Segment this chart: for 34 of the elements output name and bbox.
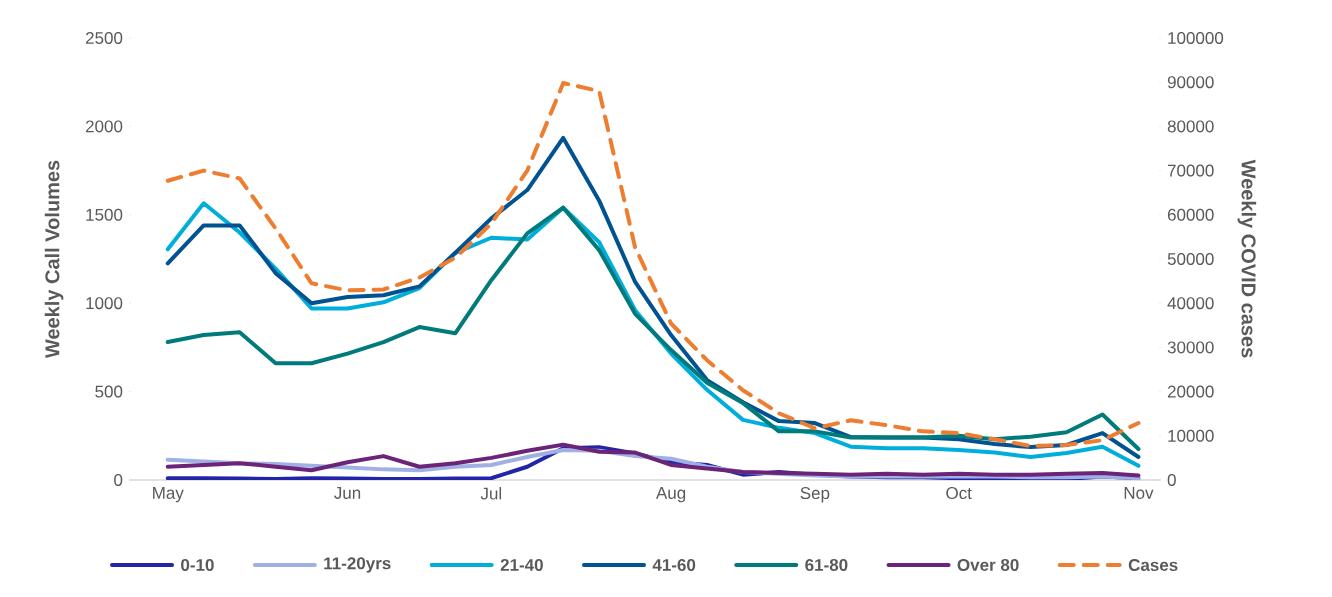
y-tick-label: 0 xyxy=(114,473,123,486)
x-tick-label: Jun xyxy=(334,487,361,499)
x-tick-label: Oct xyxy=(946,487,972,500)
line-series xyxy=(165,81,1141,448)
legend-label: 0-10 xyxy=(181,558,214,571)
y2-tick-label: 70000 xyxy=(1167,164,1214,177)
y2-tick-label: 40000 xyxy=(1167,297,1214,310)
legend-label: 11-20yrs xyxy=(324,557,391,573)
legend-label: 41-60 xyxy=(652,558,696,571)
x-tick-label: Sep xyxy=(800,487,830,503)
y2-tick-label: 30000 xyxy=(1167,341,1214,354)
legend-label: Cases xyxy=(1128,558,1178,571)
y2-tick-label: 50000 xyxy=(1167,252,1214,265)
y2-tick-label: 80000 xyxy=(1167,120,1214,133)
y-tick-label: 1000 xyxy=(86,297,123,310)
y-axis-title: Weekly Call Volumes xyxy=(44,160,64,359)
x-tick-label: Jul xyxy=(480,487,502,500)
y2-tick-label: 90000 xyxy=(1167,76,1214,89)
y-tick-label: 2500 xyxy=(85,31,123,44)
legend-label: 21-40 xyxy=(500,558,543,571)
y2-tick-label: 10000 xyxy=(1168,429,1214,442)
y2-tick-label: 0 xyxy=(1167,473,1176,486)
legend-label: 61-80 xyxy=(805,558,848,571)
x-tick-label: Nov xyxy=(1124,487,1154,499)
y2-tick-label: 100000 xyxy=(1168,31,1224,44)
y-tick-label: 1500 xyxy=(86,208,123,221)
legend-label: Over 80 xyxy=(957,558,1019,571)
y-tick-label: 2000 xyxy=(85,120,123,133)
y-tick-label: 500 xyxy=(95,385,123,398)
y2-axis-title: Weekly COVID cases xyxy=(1237,159,1257,358)
y2-tick-label: 20000 xyxy=(1167,385,1214,398)
x-tick-label: May xyxy=(153,487,184,503)
x-tick-label: Aug xyxy=(655,487,686,503)
y2-tick-label: 60000 xyxy=(1167,208,1214,221)
